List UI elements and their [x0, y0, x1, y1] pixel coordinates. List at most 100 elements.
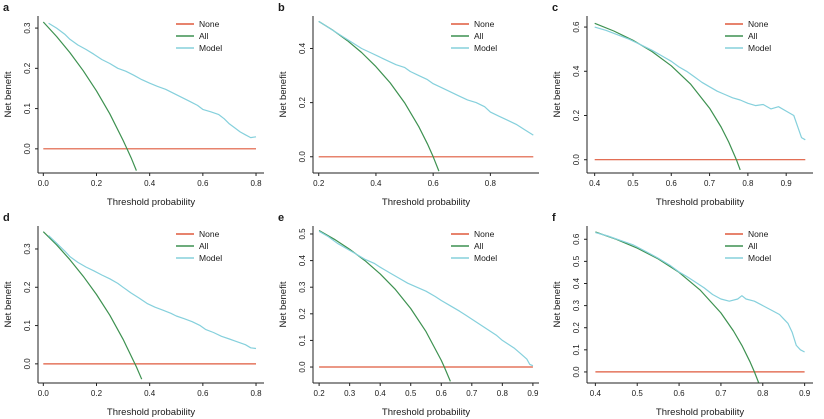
legend-none-label: None	[748, 19, 769, 29]
legend: None All Model	[176, 229, 222, 263]
series-all-line	[318, 20, 440, 172]
y-tick-label: 0.2	[23, 62, 32, 74]
series-all-line	[42, 21, 137, 171]
panel-e: e 0.2 0.3 0.4 0.5 0.6 0.7 0.8 0.9 0.0 0.1 0.2 0.3 0.4…	[275, 210, 550, 419]
legend-all-label: All	[199, 241, 209, 251]
x-tick-label: 0.7	[716, 389, 728, 398]
y-tick-label: 0.6	[572, 233, 581, 245]
y-tick-label: 0.1	[23, 102, 32, 114]
series-model-line	[595, 231, 806, 353]
y-tick-label: 0.1	[23, 319, 32, 331]
panel-letter: c	[552, 2, 558, 14]
y-tick-label: 0.2	[23, 281, 32, 293]
legend-all-label: All	[474, 31, 484, 41]
dca-plot-c: c 0.4 0.5 0.6 0.7 0.8 0.9 0.0 0.2 0.4 0.6 Threshold…	[552, 2, 814, 208]
legend-model-label: Model	[748, 253, 771, 263]
x-tick-label: 0.4	[144, 389, 156, 398]
panel-a: a 0.0 0.2 0.4 0.6 0.8 0.0 0.1 0.2 0.3 Threshold pr…	[0, 0, 275, 210]
x-tick-label: 0.5	[632, 389, 644, 398]
series-all-line	[42, 230, 143, 379]
panel-letter: b	[278, 2, 285, 14]
x-tick-label: 0.7	[466, 389, 478, 398]
x-tick-label: 0.8	[743, 179, 755, 188]
x-axis-title: Threshold probability	[107, 407, 195, 418]
y-tick-label: 0.6	[572, 21, 581, 33]
legend-all-label: All	[474, 241, 484, 251]
x-tick-label: 0.4	[370, 179, 382, 188]
y-tick-label: 0.1	[572, 343, 581, 355]
series-model-line	[48, 22, 257, 139]
legend: None All Model	[450, 19, 497, 53]
dca-plot-a: a 0.0 0.2 0.4 0.6 0.8 0.0 0.1 0.2 0.3 Threshold pr…	[3, 2, 264, 208]
y-axis-title: Net benefit	[552, 71, 563, 117]
series-all-line	[594, 22, 742, 171]
panel-letter: a	[3, 2, 10, 14]
legend-all-label: All	[748, 31, 758, 41]
panel-f: f 0.4 0.5 0.6 0.7 0.8 0.9 0.0 0.1 0.2 0.3 0.4 0.5 0.6…	[549, 210, 824, 419]
y-tick-label: 0.1	[298, 334, 307, 346]
x-tick-label: 0.2	[91, 389, 103, 398]
x-tick-label: 0.8	[496, 389, 508, 398]
panel-d: d 0.0 0.2 0.4 0.6 0.8 0.0 0.1 0.2 0.3 Threshold pr…	[0, 210, 275, 419]
legend-model-label: Model	[199, 43, 222, 53]
x-tick-label: 0.4	[589, 179, 601, 188]
x-tick-label: 0.6	[197, 389, 209, 398]
x-tick-label: 0.4	[144, 179, 156, 188]
y-tick-label: 0.3	[572, 299, 581, 311]
x-tick-label: 0.8	[758, 389, 770, 398]
y-tick-label: 0.3	[298, 281, 307, 293]
y-tick-label: 0.4	[572, 277, 581, 289]
series-all-line	[595, 230, 760, 383]
x-tick-label: 0.8	[250, 389, 262, 398]
y-tick-label: 0.2	[572, 321, 581, 333]
x-tick-label: 0.4	[590, 389, 602, 398]
series-model-line	[318, 230, 533, 366]
panel-c: c 0.4 0.5 0.6 0.7 0.8 0.9 0.0 0.2 0.4 0.6 Threshold…	[549, 0, 824, 210]
legend-model-label: Model	[474, 253, 497, 263]
legend: None All Model	[725, 229, 772, 263]
legend-none-label: None	[474, 19, 495, 29]
x-tick-label: 0.9	[527, 389, 539, 398]
y-axis-title: Net benefit	[278, 71, 289, 117]
x-tick-label: 0.4	[374, 389, 386, 398]
legend-all-label: All	[199, 31, 209, 41]
x-tick-label: 0.7	[704, 179, 716, 188]
x-axis-title: Threshold probability	[107, 197, 195, 208]
y-tick-label: 0.3	[23, 22, 32, 34]
x-tick-label: 0.0	[38, 389, 50, 398]
legend: None All Model	[725, 19, 772, 53]
legend-model-label: Model	[199, 253, 222, 263]
legend-none-label: None	[199, 229, 220, 239]
y-tick-label: 0.2	[298, 97, 307, 109]
x-axis-title: Threshold probability	[382, 407, 470, 418]
x-tick-label: 0.9	[781, 179, 793, 188]
x-tick-label: 0.6	[666, 179, 678, 188]
x-tick-label: 0.6	[435, 389, 447, 398]
y-tick-label: 0.2	[572, 109, 581, 121]
y-tick-label: 0.0	[23, 357, 32, 369]
y-axis-title: Net benefit	[3, 281, 14, 327]
x-tick-label: 0.6	[427, 179, 439, 188]
legend: None All Model	[176, 19, 222, 53]
dca-plot-f: f 0.4 0.5 0.6 0.7 0.8 0.9 0.0 0.1 0.2 0.3 0.4 0.5 0.6…	[552, 212, 814, 418]
x-axis-title: Threshold probability	[656, 197, 744, 208]
y-tick-label: 0.2	[298, 307, 307, 319]
dca-plot-e: e 0.2 0.3 0.4 0.5 0.6 0.7 0.8 0.9 0.0 0.1 0.2 0.3 0.4…	[278, 212, 539, 418]
y-tick-label: 0.5	[572, 255, 581, 267]
y-tick-label: 0.0	[572, 365, 581, 377]
x-axis-title: Threshold probability	[382, 197, 470, 208]
legend-none-label: None	[474, 229, 495, 239]
legend-model-label: Model	[748, 43, 771, 53]
panel-letter: f	[552, 212, 556, 224]
y-axis-title: Net benefit	[278, 281, 289, 327]
series-model-line	[48, 234, 257, 349]
y-tick-label: 0.0	[298, 151, 307, 163]
x-tick-label: 0.8	[250, 179, 262, 188]
legend-all-label: All	[748, 241, 758, 251]
panel-letter: e	[278, 212, 284, 224]
x-tick-label: 0.2	[313, 389, 325, 398]
x-tick-label: 0.5	[405, 389, 417, 398]
x-tick-label: 0.3	[344, 389, 356, 398]
